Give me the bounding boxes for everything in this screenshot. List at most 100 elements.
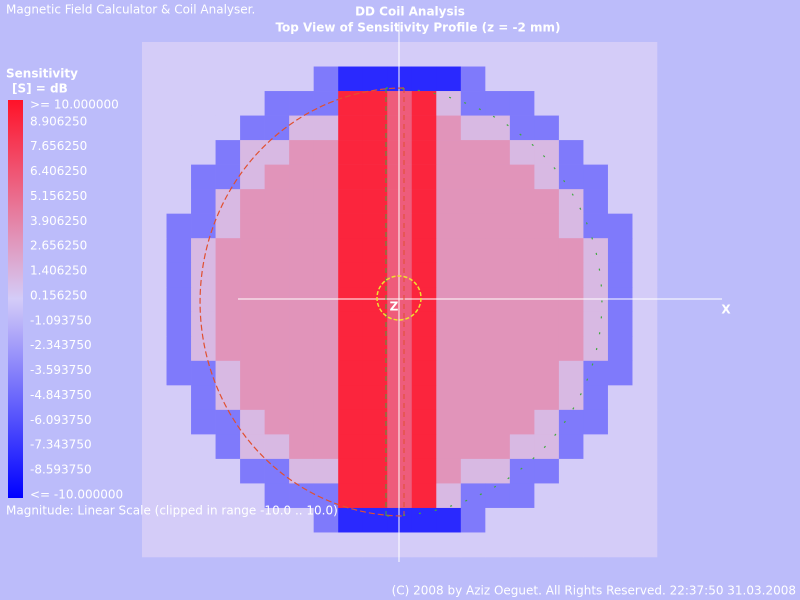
heatmap-cell bbox=[240, 458, 265, 484]
heatmap-cell bbox=[289, 385, 314, 411]
heatmap-cell bbox=[362, 483, 388, 509]
heatmap-cell bbox=[534, 287, 560, 313]
heatmap-cell bbox=[215, 140, 241, 165]
heatmap-cell bbox=[411, 66, 437, 92]
heatmap-cell bbox=[215, 66, 241, 92]
heatmap-cell bbox=[338, 434, 364, 460]
heatmap-cell bbox=[460, 66, 486, 92]
heatmap-cell bbox=[607, 164, 633, 190]
heatmap-cell bbox=[387, 238, 413, 264]
heatmap-cell bbox=[485, 42, 511, 67]
colorbar-tick-label: 2.656250 bbox=[30, 239, 87, 253]
heatmap-cell bbox=[558, 115, 584, 141]
heatmap-cell bbox=[607, 409, 633, 435]
chart-title: DD Coil Analysis bbox=[355, 5, 465, 19]
heatmap-cell bbox=[215, 483, 241, 509]
heatmap-cell bbox=[387, 140, 413, 165]
heatmap-cell bbox=[313, 311, 339, 337]
heatmap-cell bbox=[338, 140, 364, 165]
heatmap-cell bbox=[460, 238, 486, 264]
heatmap-cell bbox=[240, 91, 265, 116]
heatmap-cell bbox=[583, 483, 609, 509]
heatmap-cell bbox=[607, 532, 633, 558]
heatmap-cell bbox=[142, 483, 167, 509]
heatmap-cell bbox=[142, 140, 167, 165]
heatmap-cell bbox=[313, 164, 339, 190]
heatmap-cell bbox=[215, 287, 241, 313]
heatmap-cell bbox=[509, 336, 535, 362]
heatmap-cell bbox=[362, 507, 388, 533]
heatmap-cell bbox=[583, 507, 609, 533]
heatmap-cell bbox=[191, 409, 216, 435]
heatmap-cell bbox=[362, 385, 388, 411]
colorbar-tick-label: 8.906250 bbox=[30, 114, 87, 128]
heatmap-cell bbox=[485, 434, 511, 460]
heatmap-cell bbox=[632, 532, 658, 558]
x-axis-label: X bbox=[721, 303, 731, 317]
heatmap-cell bbox=[387, 360, 413, 386]
heatmap-cell bbox=[387, 311, 413, 337]
heatmap-cell bbox=[534, 360, 560, 386]
heatmap-cell bbox=[436, 434, 462, 460]
heatmap-cell bbox=[583, 262, 609, 288]
heatmap-cell bbox=[387, 189, 413, 214]
heatmap-cell bbox=[338, 238, 364, 264]
heatmap-cell bbox=[632, 238, 658, 264]
heatmap-cell bbox=[632, 287, 658, 313]
heatmap-cell bbox=[264, 434, 290, 460]
colorbar-tick-label: -8.593750 bbox=[30, 463, 92, 477]
heatmap-cell bbox=[534, 458, 560, 484]
heatmap-cell bbox=[436, 360, 462, 386]
heatmap-cell bbox=[460, 164, 486, 190]
heatmap-cell bbox=[362, 532, 388, 558]
heatmap-cell bbox=[436, 66, 462, 92]
heatmap-cell bbox=[460, 42, 486, 67]
heatmap-cell bbox=[289, 42, 314, 67]
heatmap-cell bbox=[142, 385, 167, 411]
heatmap-cell bbox=[264, 140, 290, 165]
heatmap-cell bbox=[583, 311, 609, 337]
heatmap-cell bbox=[632, 189, 658, 214]
heatmap-cell bbox=[166, 140, 192, 165]
heatmap-cell bbox=[509, 140, 535, 165]
heatmap-cell bbox=[411, 507, 437, 533]
heatmap-cell bbox=[509, 66, 535, 92]
colorbar-tick-label: 3.906250 bbox=[30, 214, 87, 228]
heatmap-cell bbox=[142, 360, 167, 386]
heatmap-cell bbox=[313, 360, 339, 386]
heatmap-cell bbox=[215, 360, 241, 386]
heatmap-cell bbox=[534, 42, 560, 67]
heatmap-cell bbox=[558, 262, 584, 288]
heatmap-cell bbox=[558, 140, 584, 165]
heatmap-cell bbox=[142, 532, 167, 558]
heatmap-cell bbox=[607, 434, 633, 460]
heatmap-cell bbox=[632, 434, 658, 460]
heatmap-cell bbox=[583, 409, 609, 435]
heatmap-cell bbox=[240, 336, 265, 362]
heatmap-cell bbox=[411, 140, 437, 165]
heatmap-cell bbox=[289, 409, 314, 435]
heatmap-cell bbox=[313, 66, 339, 92]
heatmap-cell bbox=[558, 91, 584, 116]
heatmap-cell bbox=[632, 42, 658, 67]
heatmap-cell bbox=[509, 164, 535, 190]
heatmap-cell bbox=[509, 238, 535, 264]
heatmap-cell bbox=[583, 532, 609, 558]
heatmap-cell bbox=[632, 385, 658, 411]
colorbar-tick-label: 0.156250 bbox=[30, 288, 87, 302]
scale-note: Magnitude: Linear Scale (clipped in rang… bbox=[6, 504, 338, 518]
heatmap-cell bbox=[460, 434, 486, 460]
heatmap-cell bbox=[289, 115, 314, 141]
heatmap-cell bbox=[215, 213, 241, 239]
heatmap-cell bbox=[264, 507, 290, 533]
heatmap-cell bbox=[166, 287, 192, 313]
heatmap-cell bbox=[583, 213, 609, 239]
heatmap-cell bbox=[534, 434, 560, 460]
heatmap-cell bbox=[289, 311, 314, 337]
heatmap-cell bbox=[338, 189, 364, 214]
heatmap-cell bbox=[289, 287, 314, 313]
heatmap-cell bbox=[607, 140, 633, 165]
heatmap-cell bbox=[411, 164, 437, 190]
heatmap-cell bbox=[460, 91, 486, 116]
heatmap-cell bbox=[289, 66, 314, 92]
